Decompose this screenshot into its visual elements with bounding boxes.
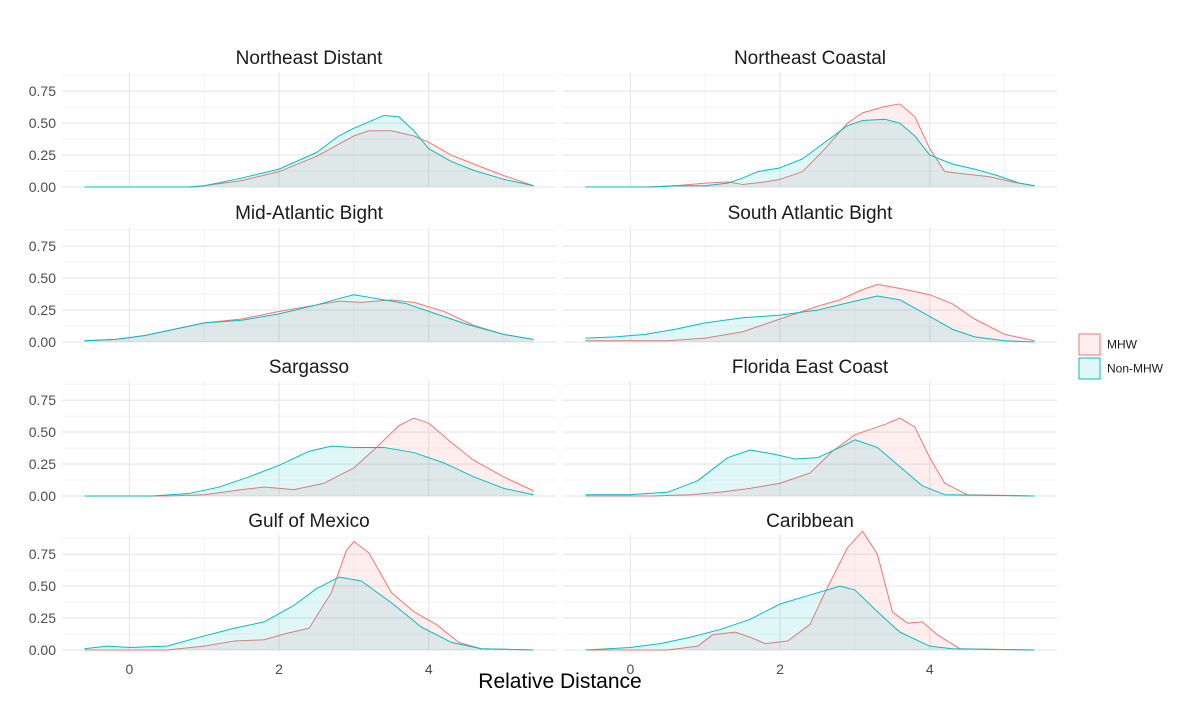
legend-label: Non-MHW [1107, 362, 1164, 376]
density-area-mhw [84, 130, 534, 187]
density-line-mhw [84, 417, 534, 497]
y-tick-label: 0.75 [29, 392, 56, 408]
y-tick-label: 0.25 [29, 610, 56, 626]
density-area-mhw [585, 103, 1035, 187]
panel-title: Sargasso [269, 357, 349, 378]
facet-panel-2: Mid-Atlantic Bight 0.00 0.25 0.50 0.75 [29, 203, 556, 350]
legend: MHW Non-MHW [1078, 333, 1164, 380]
density-line-mhw [84, 540, 534, 651]
x-tick-label: 0 [125, 661, 133, 677]
legend-label: MHW [1107, 338, 1138, 352]
x-tick-label: 4 [425, 661, 433, 677]
density-line-mhw [84, 130, 534, 188]
density-area-mhw [84, 541, 534, 650]
facet-panel-1: Northeast Coastal [563, 48, 1057, 188]
x-tick-label: 2 [776, 661, 784, 677]
y-tick-label: 0.75 [29, 238, 56, 254]
y-tick-label: 0.25 [29, 147, 56, 163]
density-line-non-mhw [585, 118, 1035, 188]
facet-panel-6: Gulf of Mexico 0.00 0.25 0.50 0.75 0 2 4 [29, 511, 556, 677]
panel-title: Caribbean [766, 511, 854, 532]
density-area-non-mhw [585, 439, 1035, 496]
density-area-mhw [585, 531, 1035, 650]
y-tick-label: 0.00 [29, 179, 56, 195]
density-line-non-mhw [84, 294, 534, 342]
density-area-non-mhw [84, 294, 534, 342]
facet-panel-3: South Atlantic Bight [563, 203, 1057, 343]
y-tick-label: 0.00 [29, 488, 56, 504]
density-area-mhw [84, 299, 534, 342]
density-line-non-mhw [585, 439, 1035, 497]
density-area-non-mhw [84, 115, 534, 187]
density-line-non-mhw [84, 114, 534, 188]
y-tick-label: 0.75 [29, 546, 56, 562]
density-area-non-mhw [585, 119, 1035, 187]
y-tick-label: 0.50 [29, 424, 56, 440]
density-line-non-mhw [84, 445, 534, 497]
legend-key-non-mhw [1078, 357, 1101, 380]
panel-title: Gulf of Mexico [248, 511, 369, 532]
density-line-non-mhw [84, 576, 534, 651]
density-line-mhw [585, 530, 1035, 651]
density-area-mhw [84, 418, 534, 496]
density-area-non-mhw [585, 586, 1035, 650]
x-axis-title: Relative Distance [478, 670, 641, 693]
facet-panel-0: Northeast Distant 0.00 0.25 0.50 0.75 [29, 48, 556, 195]
density-area-non-mhw [84, 446, 534, 496]
panel-title: South Atlantic Bight [728, 203, 893, 224]
facet-panel-7: Caribbean 0 2 4 [563, 511, 1057, 677]
y-tick-label: 0.00 [29, 642, 56, 658]
density-line-non-mhw [585, 295, 1035, 343]
facet-panel-4: Sargasso 0.00 0.25 0.50 0.75 [29, 357, 556, 504]
panel-title: Mid-Atlantic Bight [235, 203, 384, 224]
y-tick-label: 0.00 [29, 334, 56, 350]
x-tick-label: 4 [926, 661, 934, 677]
panel-title: Northeast Coastal [734, 48, 886, 69]
facet-panel-5: Florida East Coast [563, 357, 1057, 497]
density-area-mhw [585, 284, 1035, 342]
legend-key-mhw [1078, 333, 1101, 356]
x-tick-label: 0 [626, 661, 634, 677]
density-line-mhw [585, 417, 1035, 497]
density-line-non-mhw [585, 585, 1035, 651]
panel-title: Florida East Coast [732, 357, 889, 378]
y-tick-label: 0.75 [29, 83, 56, 99]
y-tick-label: 0.50 [29, 270, 56, 286]
density-area-non-mhw [84, 577, 534, 650]
y-tick-label: 0.50 [29, 115, 56, 131]
density-area-non-mhw [585, 296, 1035, 342]
y-tick-label: 0.25 [29, 456, 56, 472]
y-tick-label: 0.50 [29, 578, 56, 594]
density-line-mhw [585, 103, 1035, 188]
density-area-mhw [585, 418, 1035, 496]
y-tick-label: 0.25 [29, 302, 56, 318]
panel-title: Northeast Distant [236, 48, 384, 69]
density-line-mhw [585, 284, 1035, 342]
x-tick-label: 2 [275, 661, 283, 677]
